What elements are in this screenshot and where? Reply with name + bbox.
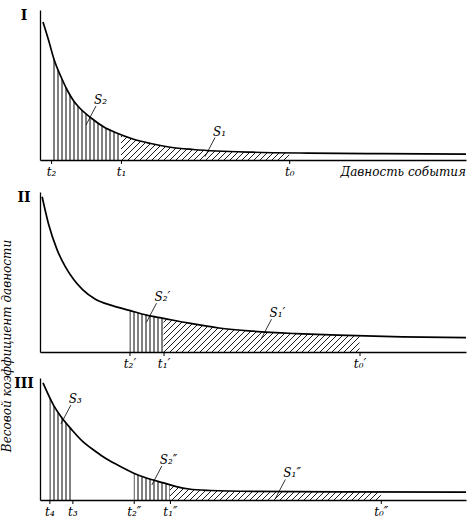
y-axis-line — [40, 379, 41, 501]
x-tick-label: t₃ — [68, 505, 78, 519]
region-label: S₂′ — [155, 290, 171, 304]
x-tick-mark — [51, 160, 52, 164]
plot-area — [43, 22, 466, 160]
label-leader — [86, 106, 96, 125]
x-tick-label: t₄ — [45, 505, 55, 519]
region-label: S₁′ — [270, 306, 286, 320]
label-leader — [152, 466, 162, 485]
region-group — [164, 197, 360, 352]
region-label: S₂ — [94, 93, 107, 107]
region-label: S₁″ — [283, 466, 301, 480]
region-group — [51, 22, 121, 160]
x-axis: t₂ t₁ t₀ — [41, 160, 467, 179]
y-axis — [40, 193, 41, 353]
y-axis — [40, 11, 41, 161]
hatched-region — [129, 197, 163, 352]
label-leader — [205, 138, 215, 157]
x-tick: t₀″ — [374, 500, 389, 519]
hatched-region — [164, 197, 360, 352]
x-tick-label: t₁″ — [163, 505, 178, 519]
x-tick-label: t₀′ — [354, 357, 367, 371]
x-tick: t₀′ — [354, 352, 367, 371]
x-tick: t₀ — [285, 160, 295, 179]
x-tick-label: t₂″ — [127, 505, 142, 519]
y-axis — [40, 379, 41, 501]
x-axis-line — [41, 500, 467, 501]
x-tick-mark — [129, 352, 130, 356]
y-axis-line — [40, 11, 41, 161]
region-group — [129, 197, 163, 352]
label-leader — [147, 303, 157, 322]
panel: t₂′ t₁′ t₀′ II S₂′ S₁′ — [17, 189, 466, 371]
region-group — [134, 383, 170, 500]
x-axis-title: Давность события — [339, 165, 466, 179]
x-axis-line — [41, 160, 467, 161]
figure: t₂ t₁ t₀ I Давность события S₂ S₁ t₂′ t₁′ t₀′ II S₂… — [0, 0, 473, 525]
x-tick: t₁′ — [158, 352, 171, 371]
panel-title: II — [17, 189, 30, 205]
x-tick-label: t₂ — [47, 165, 57, 179]
hatched-region — [134, 383, 170, 500]
x-tick-label: t₂′ — [124, 357, 137, 371]
x-axis: t₂′ t₁′ t₀′ — [41, 352, 467, 371]
hatched-region — [49, 383, 72, 500]
label-leader — [275, 479, 285, 498]
x-tick: t₄ — [45, 500, 55, 519]
y-axis-line — [40, 193, 41, 353]
x-tick: t₂″ — [127, 500, 142, 519]
hatched-region — [170, 383, 381, 500]
plot-area — [42, 197, 466, 352]
region-label: S₂″ — [160, 453, 178, 467]
hatched-region — [51, 22, 121, 160]
x-tick-mark — [49, 500, 50, 504]
x-tick: t₁ — [117, 160, 127, 179]
x-tick-label: t₁′ — [158, 357, 171, 371]
y-axis-title: Весовой коэффициент давности — [0, 240, 14, 453]
region-label: S₃ — [69, 392, 82, 406]
x-tick-mark — [360, 352, 361, 356]
x-tick-label: t₁ — [117, 165, 127, 179]
panel-title: I — [21, 7, 28, 23]
region-label: S₁ — [213, 125, 226, 139]
x-axis-line — [41, 352, 467, 353]
label-leader — [61, 405, 71, 424]
hatched-region — [121, 22, 289, 160]
panel: t₄ t₃ t₂″ t₁″ t₀″ III S₃ S₂″ S₁″ — [14, 375, 466, 519]
x-tick-mark — [164, 352, 165, 356]
x-tick-mark — [121, 160, 122, 164]
x-tick-mark — [72, 500, 73, 504]
x-tick-mark — [289, 160, 290, 164]
x-tick: t₂ — [47, 160, 57, 179]
panel: t₂ t₁ t₀ I Давность события S₂ S₁ — [21, 7, 467, 179]
curve — [42, 197, 466, 338]
region-group — [170, 383, 381, 500]
plot-area — [43, 383, 466, 500]
region-group — [49, 383, 72, 500]
x-tick: t₂′ — [124, 352, 137, 371]
curve — [43, 22, 466, 154]
x-tick-mark — [134, 500, 135, 504]
x-tick-label: t₀ — [285, 165, 295, 179]
curve — [43, 383, 466, 492]
x-axis: t₄ t₃ t₂″ t₁″ t₀″ — [41, 500, 467, 519]
x-tick-mark — [170, 500, 171, 504]
panel-title: III — [14, 375, 34, 391]
x-tick-label: t₀″ — [374, 505, 389, 519]
label-leader — [262, 319, 272, 338]
x-tick-mark — [381, 500, 382, 504]
region-group — [121, 22, 289, 160]
x-tick: t₁″ — [163, 500, 178, 519]
x-tick: t₃ — [68, 500, 78, 519]
